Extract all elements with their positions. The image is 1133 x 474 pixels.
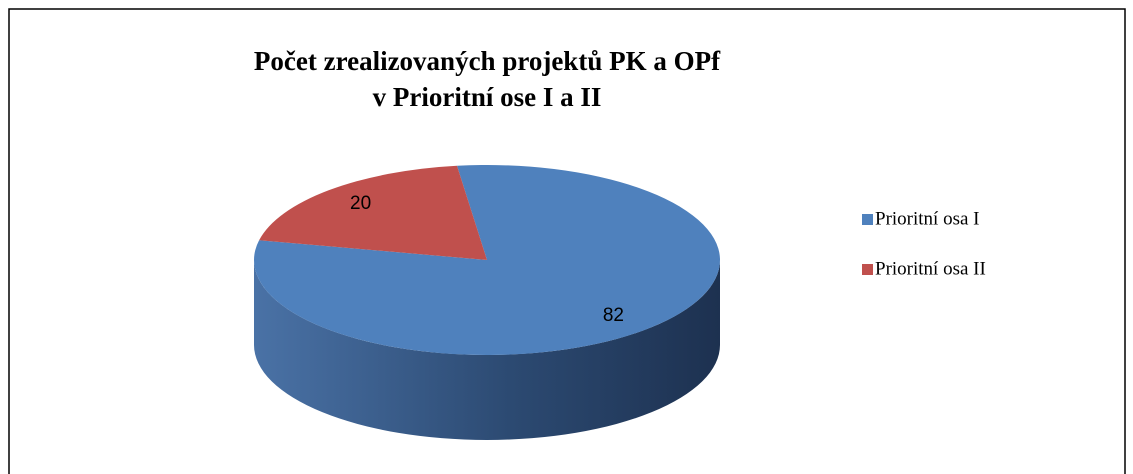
chart-title: v Prioritní ose I a II	[373, 82, 602, 112]
legend-swatch	[862, 264, 873, 275]
data-label: 82	[603, 305, 624, 326]
pie-slice	[259, 165, 487, 260]
legend-label: Prioritní osa II	[875, 258, 986, 279]
data-label: 20	[350, 193, 371, 214]
pie-side	[254, 260, 720, 440]
legend-swatch	[862, 214, 873, 225]
legend-label: Prioritní osa I	[875, 208, 980, 229]
chart-title: Počet zrealizovaných projektů PK a OPf	[254, 46, 721, 76]
